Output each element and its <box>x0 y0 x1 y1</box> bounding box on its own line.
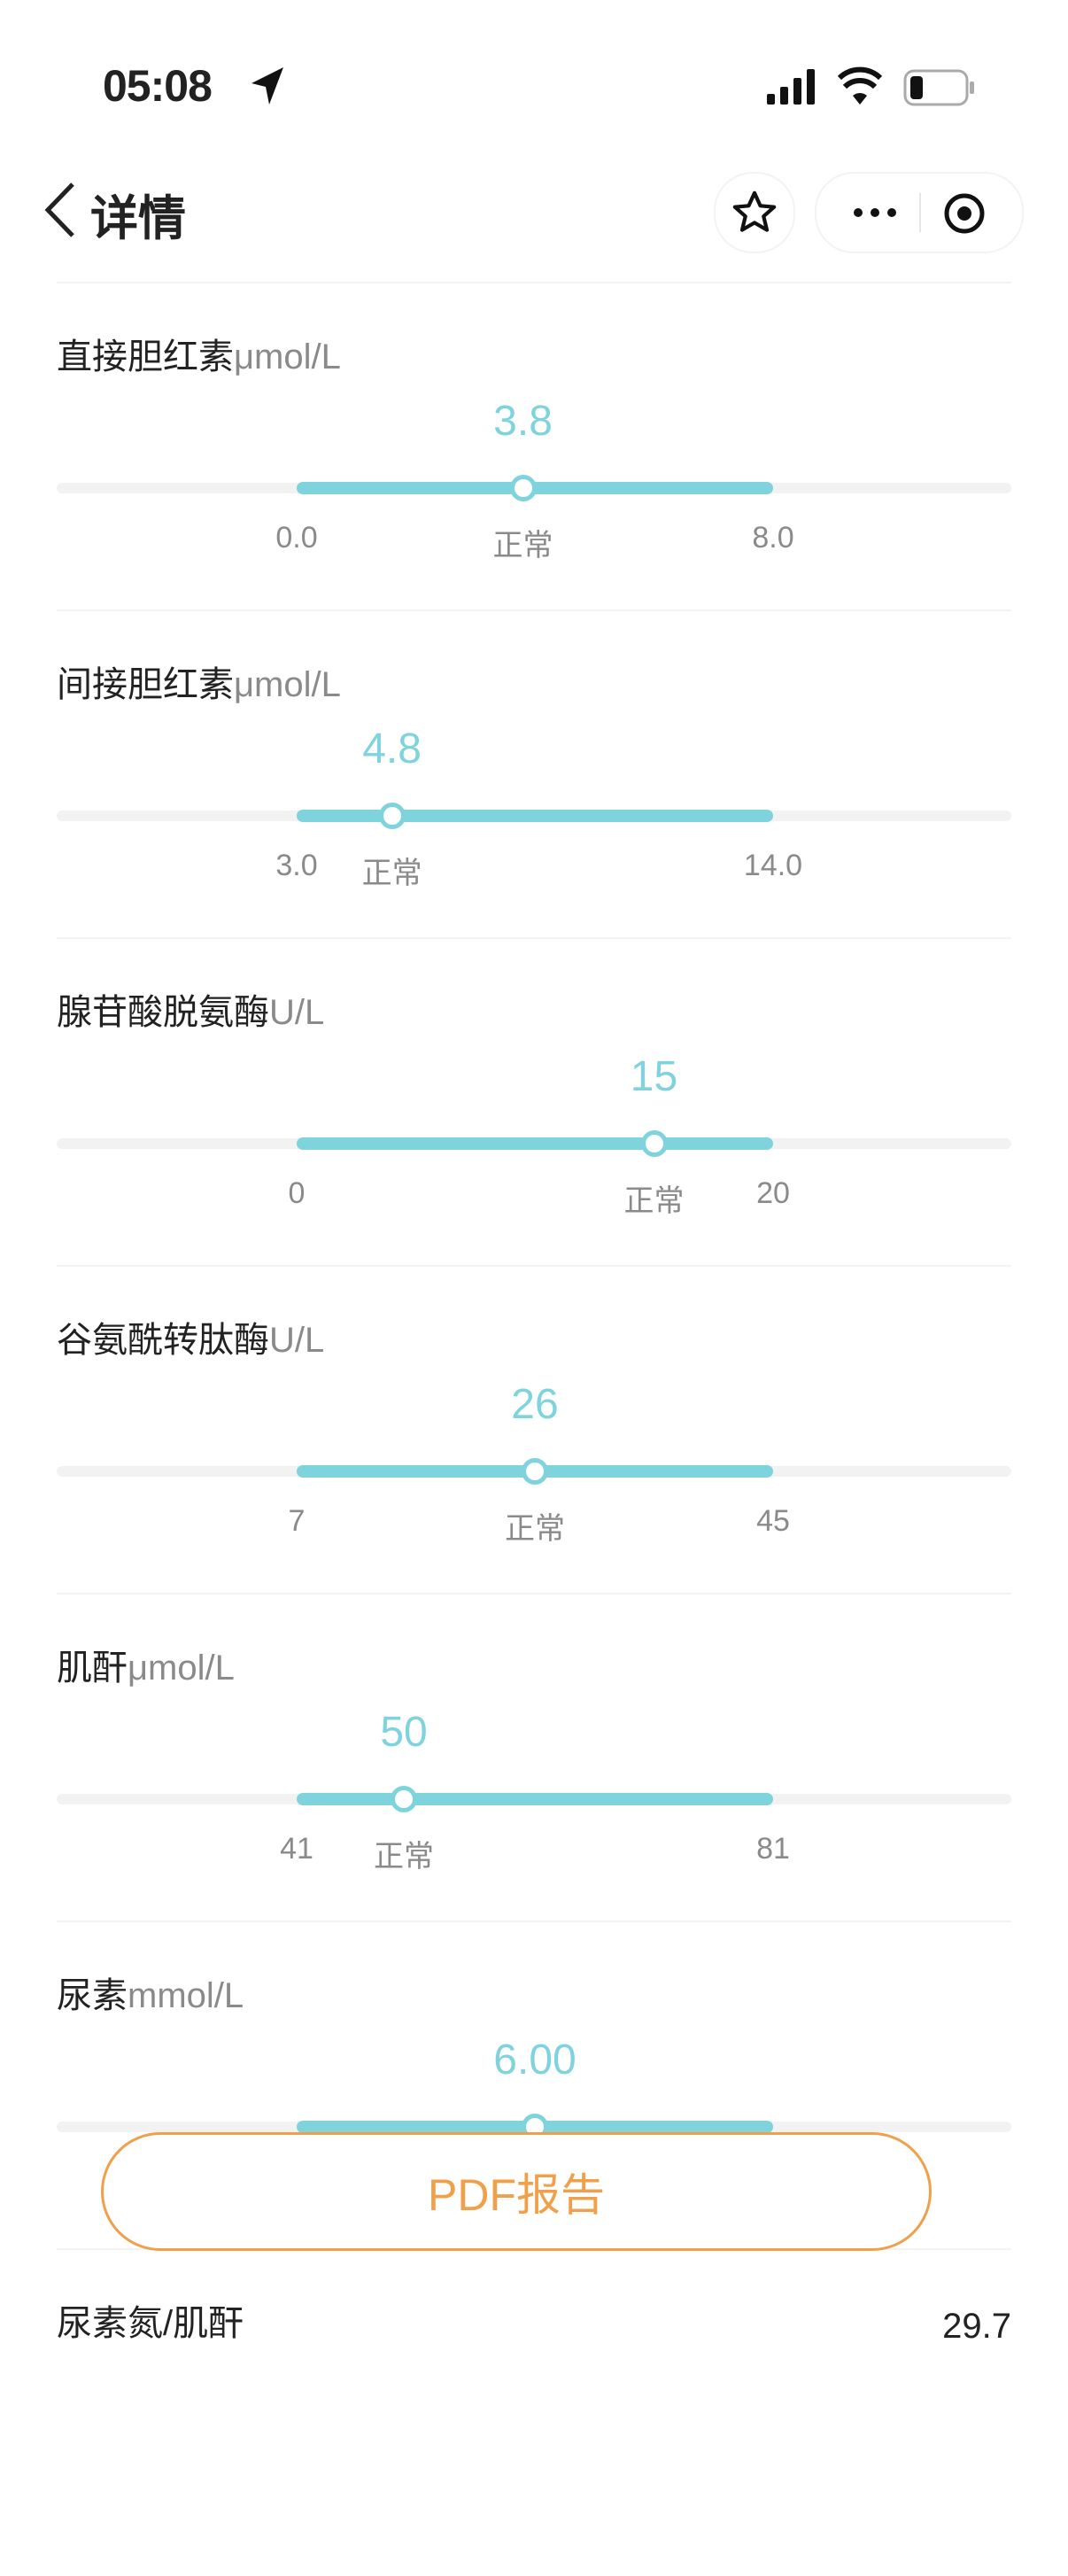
location-arrow-icon <box>252 67 283 105</box>
range-min-label: 3.0 <box>275 849 318 882</box>
value-marker <box>522 1458 548 1485</box>
item-name: 谷氨酰转肽酶U/L <box>57 1311 324 1362</box>
item-title: 肌酐 <box>57 1649 128 1688</box>
dot-icon <box>854 208 863 217</box>
divider <box>57 1920 1011 1922</box>
miniprogram-capsule <box>815 172 1024 253</box>
item-unit: μmol/L <box>234 338 341 376</box>
pdf-report-button[interactable]: PDF报告 <box>101 2132 932 2251</box>
more-options-button[interactable] <box>843 188 907 237</box>
divider <box>57 609 1011 611</box>
dot-icon <box>887 208 896 217</box>
item-name: 腺苷酸脱氨酶U/L <box>57 983 324 1035</box>
item-unit: U/L <box>269 993 325 1032</box>
range-min-label: 0 <box>288 1176 306 1210</box>
range-max-label: 81 <box>756 1832 790 1866</box>
range-min-label: 7 <box>288 1504 306 1538</box>
item-value: 3.8 <box>493 398 553 445</box>
value-marker <box>391 1786 418 1812</box>
item-name: 直接胆红素μmol/L <box>57 328 341 379</box>
item-name: 肌酐μmol/L <box>57 1639 235 1690</box>
status-label: 正常 <box>374 1840 435 1874</box>
item-name: 尿素氮/肌酐 <box>57 2304 244 2343</box>
page-title: 详情 <box>90 192 186 245</box>
wifi-icon <box>838 66 882 105</box>
divider <box>57 1265 1011 1267</box>
status-label: 正常 <box>361 857 422 890</box>
item-value: 4.8 <box>362 725 422 772</box>
item-title: 腺苷酸脱氨酶 <box>57 993 269 1032</box>
star-icon <box>732 190 777 232</box>
item-unit: μmol/L <box>128 1649 235 1688</box>
close-miniprogram-target-icon[interactable] <box>942 191 987 236</box>
item-unit: μmol/L <box>234 665 341 704</box>
item-name: 间接胆红素μmol/L <box>57 656 341 707</box>
item-value: 15 <box>630 1053 678 1100</box>
result-item: 肌酐μmol/L 50 41 81 正常 <box>0 1593 1068 1920</box>
status-bar: 05:08 <box>0 0 1068 151</box>
normal-range-bar <box>297 810 773 822</box>
item-unit: mmol/L <box>128 1976 244 2015</box>
status-label: 正常 <box>623 1184 685 1218</box>
result-item-last: 尿素氮/肌酐 29.7 <box>0 2248 1068 2576</box>
normal-range-bar <box>297 1793 773 1805</box>
range-max-label: 14.0 <box>743 849 803 882</box>
battery-icon <box>903 69 974 106</box>
normal-range-bar <box>297 1137 773 1150</box>
item-title: 间接胆红素 <box>57 665 234 704</box>
status-label: 正常 <box>492 529 553 563</box>
status-label: 正常 <box>505 1512 565 1546</box>
back-chevron-icon[interactable] <box>43 181 78 239</box>
status-time: 05:08 <box>103 61 213 111</box>
divider <box>57 282 1011 283</box>
item-name: 尿素mmol/L <box>57 1967 244 2018</box>
item-title: 谷氨酰转肽酶 <box>57 1321 269 1360</box>
dot-icon <box>871 208 879 217</box>
value-marker <box>509 475 537 501</box>
item-unit: U/L <box>269 1321 325 1360</box>
range-max-label: 8.0 <box>752 521 794 555</box>
range-max-label: 45 <box>756 1504 790 1538</box>
item-value: 50 <box>380 1709 428 1756</box>
range-max-label: 20 <box>756 1176 790 1210</box>
item-title: 直接胆红素 <box>57 338 234 376</box>
cellular-signal-icon <box>767 69 815 105</box>
divider <box>57 1593 1011 1594</box>
divider <box>57 937 1011 939</box>
item-value: 6.00 <box>493 2037 577 2083</box>
result-item: 腺苷酸脱氨酶U/L 15 0 20 正常 <box>0 937 1068 1265</box>
value-marker <box>378 803 406 829</box>
result-item: 间接胆红素μmol/L 4.8 3.0 14.0 正常 <box>0 609 1068 937</box>
item-title: 尿素 <box>57 1976 128 2015</box>
favorite-button[interactable] <box>714 172 795 253</box>
value-marker <box>640 1130 668 1157</box>
item-value: 26 <box>511 1381 559 1428</box>
item-value: 29.7 <box>942 2307 1011 2346</box>
result-item: 谷氨酰转肽酶U/L 26 7 45 正常 <box>0 1265 1068 1593</box>
range-min-label: 41 <box>280 1832 313 1866</box>
result-item: 直接胆红素μmol/L 3.8 0.0 8.0 正常 <box>0 282 1068 609</box>
capsule-divider <box>919 193 921 232</box>
range-min-label: 0.0 <box>275 521 318 555</box>
result-item: 尿素mmol/L 6.00 <box>0 1920 1068 2248</box>
nav-bar: 详情 <box>0 151 1068 275</box>
